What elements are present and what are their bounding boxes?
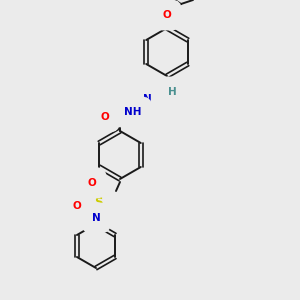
Text: NH: NH [124, 107, 142, 117]
Text: N: N [142, 94, 152, 104]
Text: S: S [94, 196, 102, 208]
Text: O: O [88, 178, 96, 188]
Text: N: N [92, 213, 100, 223]
Text: O: O [163, 10, 171, 20]
Text: O: O [100, 112, 109, 122]
Text: O: O [73, 201, 81, 211]
Text: H: H [168, 87, 176, 97]
